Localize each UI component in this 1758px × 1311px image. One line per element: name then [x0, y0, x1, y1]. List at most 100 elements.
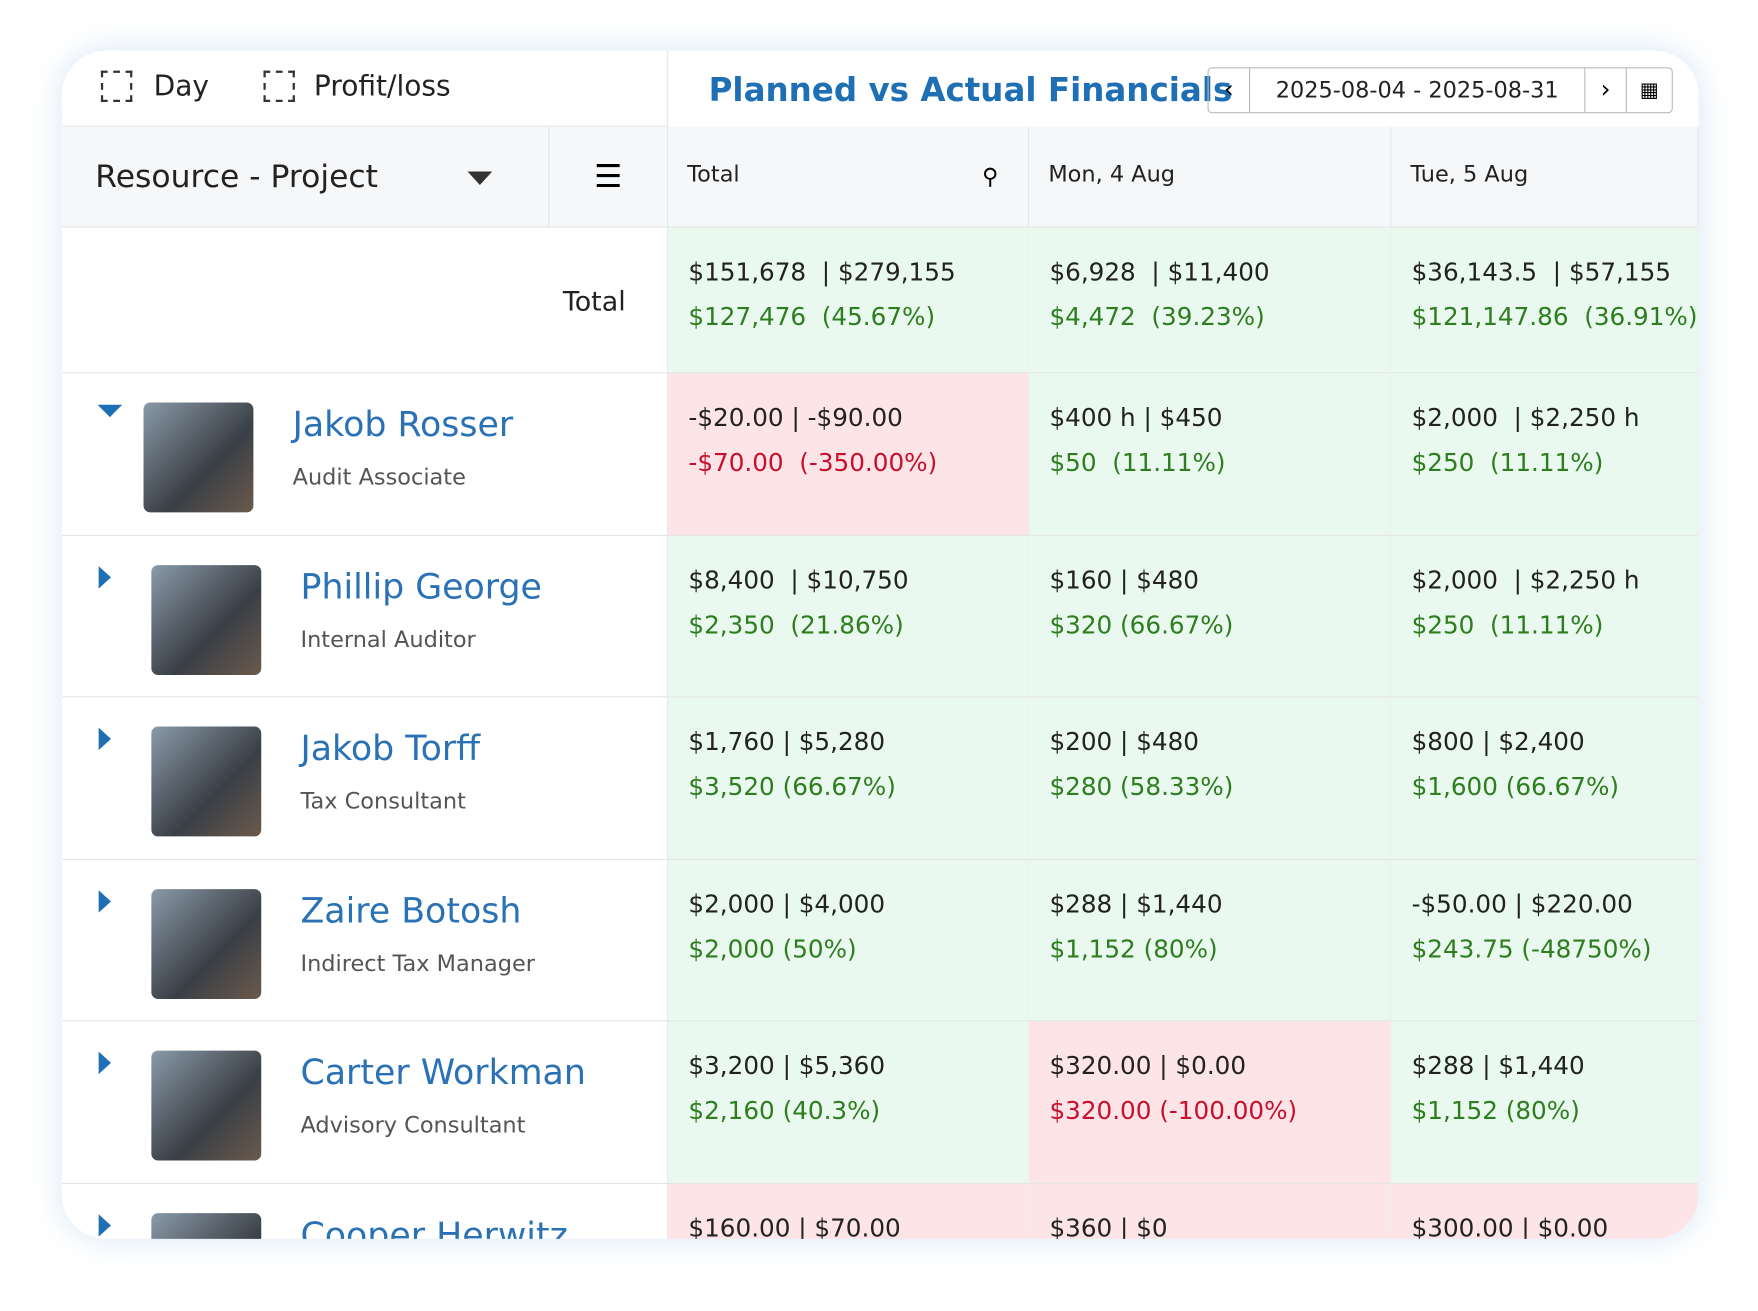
cell-variance: $3,520 (66.67%)	[688, 773, 896, 802]
row-label-cell	[61, 697, 669, 860]
resource-role: Tax Consultant	[300, 787, 466, 814]
avatar	[151, 1212, 262, 1239]
column-header-cell	[668, 126, 1030, 228]
cell	[668, 373, 1030, 536]
cell-variance: $127,476 (45.67%)	[688, 303, 936, 332]
resource-name[interactable]: Zaire Botosh	[300, 890, 522, 932]
cell-variance: -$70.00 (-350.00%)	[688, 449, 938, 478]
cell	[1029, 1021, 1392, 1184]
resource-name[interactable]: Cooper Herwitz	[300, 1214, 568, 1239]
cell-variance: $2,000 (50%)	[688, 935, 857, 964]
cell	[1391, 1021, 1699, 1184]
cell-variance: $50 (11.11%)	[1049, 449, 1226, 478]
avatar	[151, 888, 262, 999]
cell	[668, 1021, 1030, 1184]
cell	[1029, 227, 1392, 374]
cell-planned-actual: $400 h | $450	[1049, 404, 1223, 433]
resource-role: Audit Associate	[292, 463, 466, 490]
column-header-cell	[1029, 126, 1392, 228]
cell	[668, 1183, 1030, 1239]
next-button[interactable]: ›	[1584, 68, 1625, 113]
cell-planned-actual: $6,928 | $11,400	[1049, 258, 1270, 288]
resource-name[interactable]: Phillip George	[300, 566, 542, 608]
column-header: Tue, 5 Aug	[1410, 160, 1529, 188]
cell	[1391, 227, 1699, 374]
cell	[668, 697, 1030, 860]
icon	[100, 70, 133, 103]
cell-planned-actual: $8,400 | $10,750	[688, 566, 909, 595]
cell-variance: $320.00 (-100.00%)	[1049, 1097, 1298, 1126]
cell-variance: $250 (11.11%)	[1411, 611, 1604, 640]
cell	[1391, 1183, 1699, 1239]
expand-toggle[interactable]	[98, 889, 111, 913]
cell-planned-actual: $2,000 | $2,250 h	[1411, 566, 1640, 595]
expand-toggle[interactable]	[98, 1051, 111, 1075]
row-label-cell	[62, 1183, 669, 1239]
row-label-cell	[61, 1021, 669, 1184]
cell-planned-actual: $2,000 | $2,250 h	[1411, 404, 1640, 433]
date-picker: ‹ 2025-08-04 - 2025-08-31 › ▦	[1207, 67, 1673, 114]
cell	[1391, 697, 1699, 860]
row-label-cell	[61, 373, 669, 536]
prev-button[interactable]: ‹	[1209, 68, 1251, 113]
cell-planned-actual: $360 | $0	[1049, 1214, 1168, 1239]
cell-variance: $2,350 (21.86%)	[688, 611, 904, 640]
cell	[1029, 535, 1392, 698]
panel: Day Profit/loss Planned vs Actual Financ…	[61, 50, 1699, 1239]
cell-planned-actual: $300.00 | $0.00	[1411, 1214, 1609, 1239]
calendar-button[interactable]: ▦	[1625, 68, 1672, 113]
resource-role: Internal Auditor	[300, 625, 476, 652]
resource-name[interactable]: Carter Workman	[300, 1052, 586, 1094]
cell-variance: $2,160 (40.3%)	[688, 1097, 881, 1126]
expand-toggle[interactable]	[98, 1213, 111, 1237]
total-row-label-cell	[61, 227, 669, 374]
cell-planned-actual: $1,760 | $5,280	[688, 728, 886, 757]
resource-role: Indirect Tax Manager	[300, 949, 535, 977]
group-selector[interactable]: Resource - Project	[61, 126, 549, 228]
date-range[interactable]: 2025-08-04 - 2025-08-31	[1275, 76, 1559, 104]
cell-variance: $1,600 (66.67%)	[1411, 773, 1620, 802]
cell-planned-actual: $2,000 | $4,000	[688, 890, 886, 919]
cell	[668, 227, 1030, 374]
cell-planned-actual: $288 | $1,440	[1411, 1052, 1585, 1081]
cell	[1029, 373, 1392, 536]
resource-name[interactable]: Jakob Rosser	[292, 404, 514, 446]
title: Planned vs Actual Financials	[708, 70, 1233, 109]
cell-planned-actual: $800 | $2,400	[1411, 728, 1585, 757]
resource-role: Advisory Consultant	[300, 1111, 526, 1139]
toolbar: Day Profit/loss	[61, 50, 669, 127]
total-label: Total	[562, 285, 626, 318]
cell-planned-actual: $151,678 | $279,155	[688, 258, 956, 288]
cell	[668, 535, 1030, 698]
caret	[467, 171, 493, 185]
toolbar-item[interactable]: Profit/loss	[313, 69, 451, 103]
expand-toggle[interactable]	[97, 404, 123, 418]
cell-variance: $1,152 (80%)	[1049, 935, 1218, 964]
cell-variance: $243.75 (-48750%)	[1411, 935, 1652, 964]
cell	[668, 859, 1030, 1022]
cell-variance: $1,152 (80%)	[1411, 1097, 1580, 1126]
expand-toggle[interactable]	[98, 565, 111, 589]
cell-planned-actual: -$50.00 | $220.00	[1411, 890, 1633, 919]
cell	[1391, 535, 1699, 698]
group-label: Resource - Project	[95, 158, 378, 196]
cell	[1029, 697, 1392, 860]
toolbar-item[interactable]: Day	[153, 69, 209, 103]
column-header: Total	[687, 160, 740, 188]
avatar	[151, 1050, 262, 1161]
cell-planned-actual: $3,200 | $5,360	[688, 1052, 886, 1081]
tree-toggle[interactable]: ☰	[548, 126, 669, 228]
filter-icon[interactable]: ⚲	[982, 162, 999, 190]
cell	[1029, 1183, 1392, 1239]
expand-toggle[interactable]	[98, 727, 111, 751]
avatar	[151, 726, 262, 837]
cell-planned-actual: $200 | $480	[1049, 728, 1199, 757]
resource-name[interactable]: Jakob Torff	[300, 728, 481, 770]
cell-variance: $280 (58.33%)	[1049, 773, 1234, 802]
cell	[1391, 859, 1699, 1022]
cell	[1391, 373, 1699, 536]
cell-variance: $121,147.86 (36.91%)	[1411, 303, 1698, 332]
cell-planned-actual: -$20.00 | -$90.00	[688, 404, 903, 433]
cell-planned-actual: $160 | $480	[1049, 566, 1199, 595]
